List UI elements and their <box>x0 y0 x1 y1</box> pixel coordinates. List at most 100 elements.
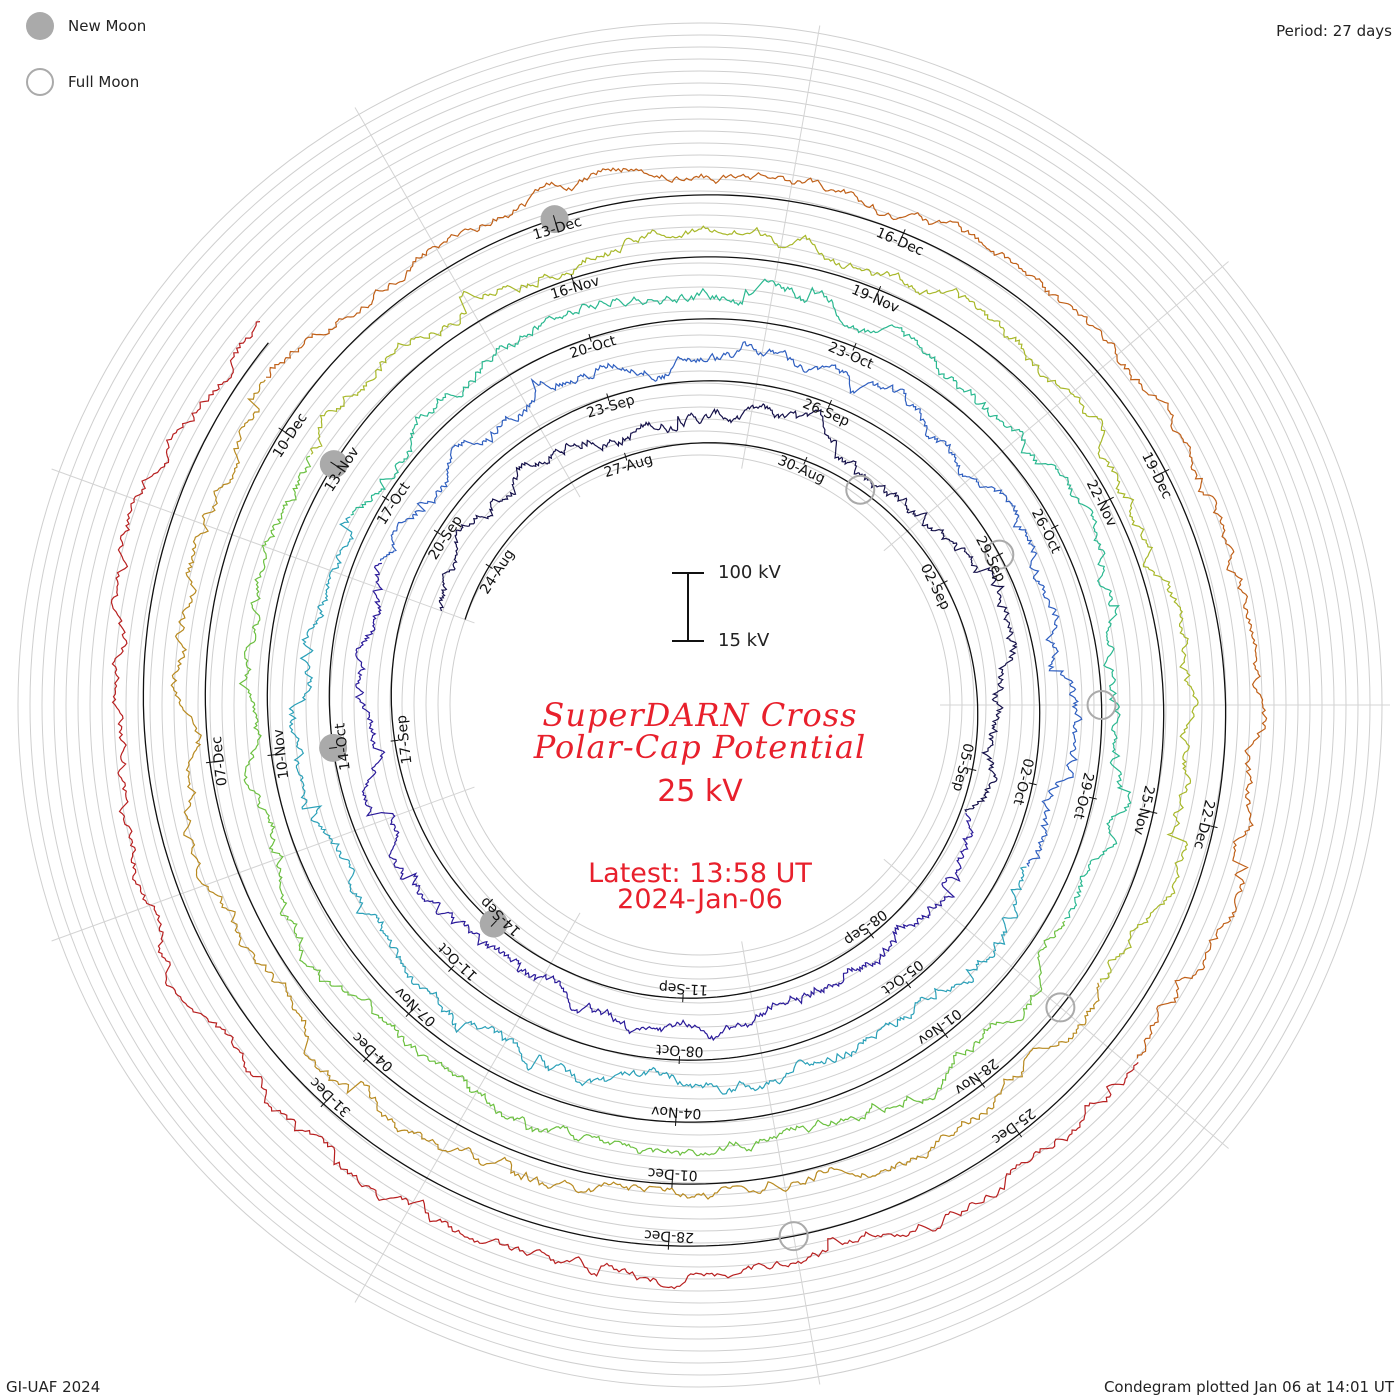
date-tick-mark <box>448 965 455 972</box>
full-moon-icon <box>26 68 54 96</box>
date-tick-label: 17-Sep <box>394 714 416 765</box>
baseline-spiral <box>142 194 1227 1247</box>
grid-spoke <box>51 786 475 942</box>
legend-full-moon: Full Moon <box>26 68 139 96</box>
date-tick-label: 28-Dec <box>644 1226 695 1245</box>
grid-spoke <box>883 858 1229 1149</box>
radial-grid <box>17 22 1390 1388</box>
period-label: Period: 27 days <box>1276 22 1392 40</box>
date-tick-mark <box>330 461 338 467</box>
date-tick-label: 04-Dec <box>349 1029 396 1075</box>
date-tick-mark <box>852 342 857 351</box>
date-tick-mark <box>1106 496 1114 502</box>
scale-bar <box>672 572 704 642</box>
date-tick-mark <box>940 580 948 585</box>
date-tick-mark <box>390 739 399 742</box>
full-moon-marker <box>845 474 876 505</box>
date-tick-mark <box>1028 782 1037 786</box>
chart-title-line2: Polar-Cap Potential <box>533 728 867 766</box>
scale-bottom-label: 15 kV <box>718 630 770 651</box>
credit-label: GI-UAF 2024 <box>6 1378 101 1396</box>
date-tick-mark <box>803 456 808 465</box>
date-tick-mark <box>485 563 493 569</box>
date-tick-label: 04-Nov <box>651 1102 702 1121</box>
date-tick-label: 05-Oct <box>878 956 926 997</box>
date-tick-mark <box>320 1100 327 1108</box>
date-tick-mark <box>433 529 442 535</box>
date-tick-label: 11-Oct <box>435 939 481 984</box>
date-tick-mark <box>1016 1130 1023 1138</box>
plotted-timestamp: Condegram plotted Jan 06 at 14:01 UT <box>1103 1378 1394 1396</box>
series-line <box>170 379 1100 1200</box>
latest-time: Latest: 13:58 UT <box>588 858 812 889</box>
legend-new-moon-label: New Moon <box>68 17 147 35</box>
series-line <box>354 562 974 1042</box>
chart-title-line1: SuperDARN Cross <box>542 696 858 734</box>
date-tick-label: 16-Dec <box>874 225 926 259</box>
series-line <box>438 403 1018 813</box>
date-tick-mark <box>570 274 574 283</box>
date-tick-label: 10-Nov <box>271 728 293 780</box>
date-tick-mark <box>588 333 592 342</box>
date-tick-mark <box>267 754 276 757</box>
series-line <box>265 167 1268 1059</box>
date-tick-mark <box>1161 468 1170 474</box>
date-tick-mark <box>868 931 875 939</box>
date-tick-mark <box>205 761 214 764</box>
date-tick-mark <box>942 1030 949 1038</box>
date-tick-mark <box>624 452 628 461</box>
date-tick-mark <box>490 920 497 927</box>
full-moon-marker <box>984 539 1015 570</box>
date-tick-mark <box>877 286 882 294</box>
grid-spoke <box>883 261 1229 552</box>
date-tick-mark <box>606 393 610 402</box>
new-moon-icon <box>26 12 54 40</box>
date-tick-mark <box>1050 524 1059 530</box>
full-moon-marker <box>1086 690 1117 720</box>
date-tick-mark <box>995 552 1004 557</box>
date-tick-label: 22-Nov <box>1083 477 1120 529</box>
date-tick-label: 01-Dec <box>647 1164 698 1183</box>
date-tick-label: 07-Nov <box>392 983 440 1029</box>
grid-spoke <box>741 941 821 1385</box>
grid-spoke <box>354 107 581 498</box>
scale-top-label: 100 kV <box>718 562 781 583</box>
date-tick-label: 26-Sep <box>800 396 852 430</box>
series-line <box>238 455 1066 1157</box>
series-line <box>379 340 1083 867</box>
full-moon-marker <box>1045 992 1076 1023</box>
legend-full-moon-label: Full Moon <box>68 73 140 91</box>
legend-new-moon: New Moon <box>26 12 146 40</box>
date-tick-mark <box>363 1055 370 1063</box>
date-tick-label: 08-Oct <box>655 1041 704 1060</box>
series-line <box>310 225 1199 983</box>
date-tick-mark <box>968 768 977 771</box>
date-tick-mark <box>381 495 390 501</box>
date-tick-mark <box>901 229 906 237</box>
date-tick-label: 23-Oct <box>826 339 876 373</box>
date-tick-mark <box>1149 811 1158 814</box>
date-tick-label: 28-Nov <box>951 1055 1001 1098</box>
date-tick-label: 14-Oct <box>332 722 353 772</box>
date-tick-mark <box>827 399 832 408</box>
data-traces <box>110 167 1268 1290</box>
series-line <box>288 516 1027 1095</box>
current-value: 25 kV <box>657 774 743 809</box>
date-tick-mark <box>405 1010 412 1018</box>
date-tick-label: 19-Dec <box>1138 450 1175 502</box>
date-tick-mark <box>979 1080 986 1088</box>
date-tick-label: 30-Aug <box>775 453 827 487</box>
series-line <box>350 278 1132 920</box>
date-tick-label: 17-Oct <box>374 479 414 528</box>
date-tick-mark <box>552 215 557 224</box>
date-tick-label: 19-Nov <box>849 282 901 317</box>
date-tick-mark <box>1209 825 1218 829</box>
date-tick-label: 11-Sep <box>658 979 708 998</box>
latest-date: 2024-Jan-06 <box>617 884 783 915</box>
date-tick-mark <box>905 981 912 989</box>
date-tick-label: 07-Dec <box>209 735 231 786</box>
full-moon-marker <box>778 1221 809 1252</box>
grid-spoke <box>354 912 581 1303</box>
date-tick-mark <box>1088 796 1097 800</box>
